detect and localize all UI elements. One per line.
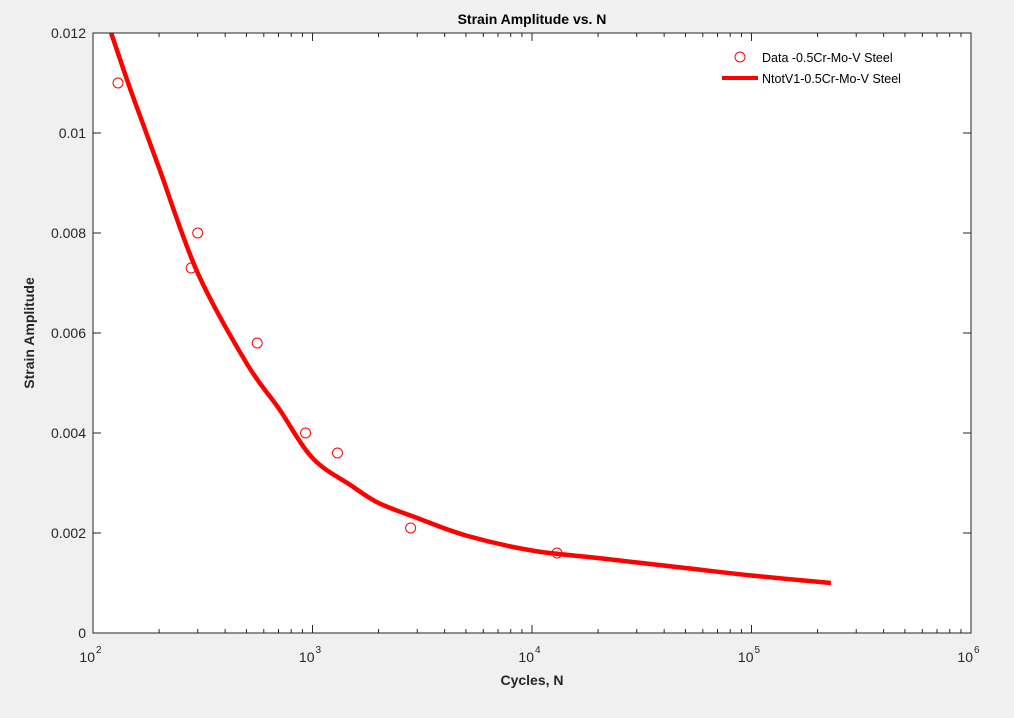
y-tick-label: 0.002 [51,525,86,541]
x-tick-label: 10 [738,649,754,665]
data-point [112,77,124,89]
x-tick-exponent: 6 [974,645,980,656]
x-tick-exponent: 4 [535,645,541,656]
data-point [332,447,344,459]
chart-title: Strain Amplitude vs. N [458,11,607,27]
data-point [192,227,204,239]
x-tick-label: 10 [299,649,315,665]
data-point [405,522,417,534]
y-tick-label: 0 [78,625,86,641]
x-tick-label: 10 [518,649,534,665]
x-tick-label: 10 [79,649,95,665]
data-point [251,337,263,349]
y-axis-label: Strain Amplitude [21,277,37,389]
fit-curve-ntotv1 [109,32,832,586]
y-tick-label: 0.012 [51,25,86,41]
y-tick-label: 0.008 [51,225,86,241]
y-tick-label: 0.004 [51,425,86,441]
data-layer [109,32,832,586]
data-point [185,262,197,274]
legend-label-data: Data -0.5Cr-Mo-V Steel [762,51,893,65]
y-tick-label: 0.01 [59,125,86,141]
x-tick-label: 10 [957,649,973,665]
y-tick-label: 0.006 [51,325,86,341]
legend-marker-data [734,51,746,63]
x-tick-exponent: 2 [96,645,102,656]
plot-area [93,33,971,633]
data-point [300,427,312,439]
plot-frame [92,32,972,634]
legend: Data -0.5Cr-Mo-V Steel NtotV1-0.5Cr-Mo-V… [722,51,901,86]
legend-label-fit: NtotV1-0.5Cr-Mo-V Steel [762,72,901,86]
data-point [551,547,563,559]
x-tick-exponent: 5 [755,645,761,656]
x-axis-label: Cycles, N [500,672,563,688]
x-tick-exponent: 3 [316,645,322,656]
